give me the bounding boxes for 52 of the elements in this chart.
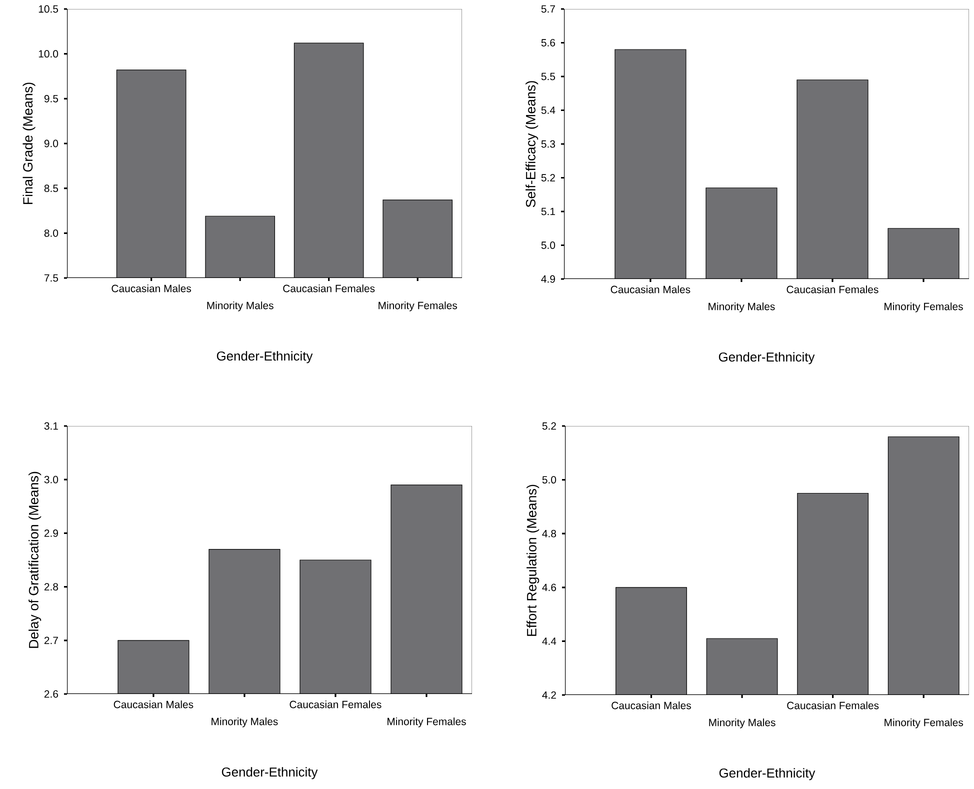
y-axis-title: Delay of Gratification (Means): [28, 472, 42, 648]
y-axis-title: Self-Efficacy (Means): [526, 81, 538, 208]
y-tick-label: 2.8: [44, 583, 58, 591]
y-tick-label: 2.6: [44, 690, 58, 698]
y-tick-label: 7.5: [44, 274, 58, 282]
y-tick-label: 5.7: [541, 5, 555, 13]
y-axis-title: Final Grade (Means): [22, 82, 36, 204]
x-tick-label: Minority Males: [207, 302, 274, 312]
x-tick-label: Caucasian Males: [112, 284, 192, 292]
x-tick-label: Caucasian Females: [290, 700, 382, 708]
y-tick-label: 8.0: [44, 229, 58, 237]
y-tick-label: 5.0: [542, 476, 556, 484]
y-tick-label: 5.3: [541, 140, 556, 148]
y-tick-label: 5.4: [541, 106, 556, 114]
y-tick-label: 4.2: [542, 691, 556, 699]
x-tick-label: Caucasian Females: [787, 702, 879, 710]
y-tick-label: 10.0: [38, 50, 58, 58]
y-axis-title: Effort Regulation (Means): [526, 484, 540, 636]
y-tick-label: 3.0: [44, 476, 58, 484]
y-tick-label: 8.5: [44, 184, 58, 192]
y-tick-label: 4.4: [542, 638, 556, 645]
y-tick-label: 5.0: [541, 242, 556, 249]
x-tick-label: Caucasian Males: [612, 702, 691, 710]
x-tick-label: Caucasian Males: [114, 700, 194, 708]
x-axis-title: Gender-Ethnicity: [718, 352, 815, 364]
x-tick-label: Minority Females: [378, 302, 458, 312]
x-tick-label: Minority Males: [709, 718, 776, 728]
y-tick-label: 3.1: [44, 422, 58, 430]
x-tick-label: Minority Males: [708, 302, 775, 312]
x-tick-label: Minority Females: [388, 718, 466, 728]
y-tick-label: 5.5: [541, 72, 556, 80]
x-tick-label: Minority Females: [884, 718, 964, 728]
x-axis-title: Gender-Ethnicity: [719, 768, 816, 780]
y-tick-label: 4.9: [541, 275, 555, 283]
x-tick-label: Caucasian Females: [786, 286, 878, 294]
y-tick-label: 2.7: [44, 636, 58, 644]
y-tick-label: 5.6: [541, 39, 556, 46]
y-tick-label: 9.5: [44, 94, 58, 102]
y-tick-label: 4.8: [542, 530, 556, 538]
y-tick-label: 9.0: [44, 140, 58, 148]
x-axis-title: Gender-Ethnicity: [222, 767, 318, 780]
x-tick-label: Minority Females: [884, 302, 963, 312]
x-tick-label: Minority Males: [212, 718, 278, 728]
x-tick-label: Caucasian Males: [610, 286, 690, 294]
y-tick-label: 4.6: [542, 584, 556, 592]
y-tick-label: 10.5: [38, 5, 58, 13]
y-tick-label: 2.9: [44, 530, 58, 537]
x-axis-title: Gender-Ethnicity: [216, 351, 313, 364]
y-tick-label: 5.1: [541, 208, 555, 216]
x-tick-label: Caucasian Females: [283, 284, 375, 292]
y-tick-label: 5.2: [542, 422, 556, 430]
y-tick-label: 5.2: [541, 174, 555, 182]
